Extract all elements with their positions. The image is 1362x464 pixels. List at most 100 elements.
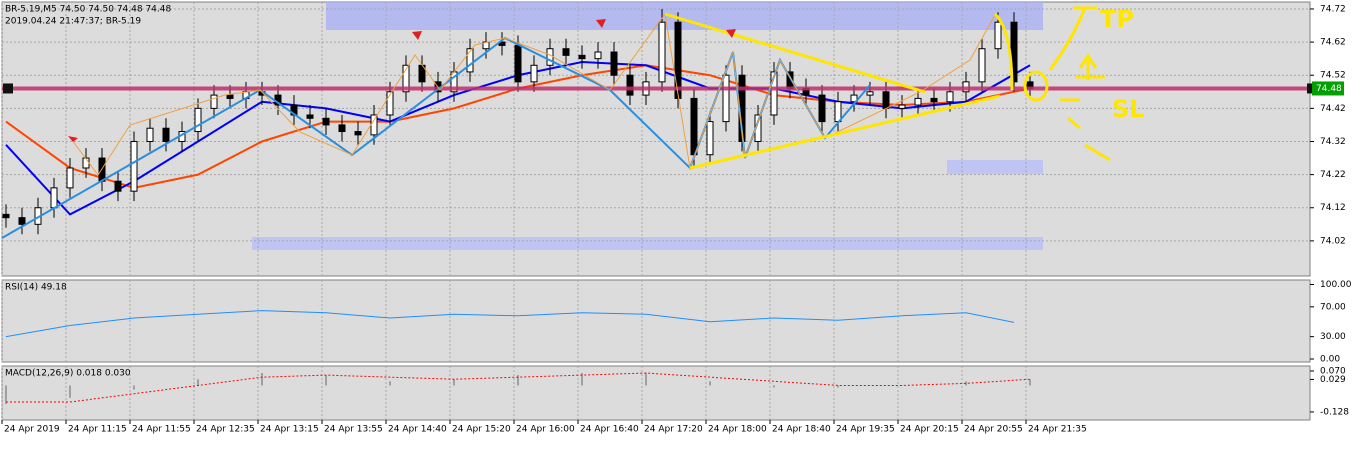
candle-body bbox=[946, 91, 954, 103]
x-tick-label: 24 Apr 2019 bbox=[4, 425, 60, 435]
candle-body bbox=[306, 114, 314, 119]
candle-body bbox=[402, 64, 410, 93]
y-tick-label: 74.32 bbox=[1320, 137, 1346, 147]
y-tick-label: 74.12 bbox=[1320, 203, 1346, 213]
x-tick-label: 24 Apr 21:35 bbox=[1028, 425, 1087, 435]
zone bbox=[947, 160, 1043, 174]
rsi-title: RSI(14) 49.18 bbox=[5, 283, 67, 293]
circle bbox=[1023, 70, 1049, 102]
candle-body bbox=[546, 48, 554, 66]
zone bbox=[326, 2, 1043, 30]
trendline bbox=[689, 94, 1001, 170]
candle-body bbox=[386, 91, 394, 116]
macd-signal bbox=[6, 372, 1031, 403]
macd-bar bbox=[69, 385, 71, 398]
y-tick-label: 100.00 bbox=[1320, 280, 1352, 290]
candle-body bbox=[594, 51, 602, 60]
x-tick-label: 24 Apr 18:00 bbox=[708, 425, 767, 435]
drawings-top: TP SL bbox=[1, 5, 1145, 239]
zone bbox=[252, 237, 1043, 250]
x-tick-label: 24 Apr 17:20 bbox=[644, 425, 703, 435]
candle-body bbox=[818, 94, 826, 123]
stroke bbox=[1048, 6, 1111, 162]
macd-bar bbox=[389, 381, 391, 386]
x-tick-label: 24 Apr 13:55 bbox=[324, 425, 383, 435]
candle-body bbox=[514, 44, 522, 83]
x-tick-label: 24 Apr 16:40 bbox=[580, 425, 639, 435]
candle-body bbox=[882, 91, 890, 109]
x-tick-label: 24 Apr 15:20 bbox=[452, 425, 511, 435]
macd-title: MACD(12,26,9) 0.018 0.030 bbox=[5, 369, 131, 379]
candle-body bbox=[370, 114, 378, 136]
macd-bar bbox=[453, 379, 455, 386]
candle-body bbox=[770, 71, 778, 116]
y-tick-label: 74.72 bbox=[1320, 4, 1346, 14]
macd-bar bbox=[5, 385, 7, 405]
candle-body bbox=[194, 107, 202, 133]
y-tick-label: 30.00 bbox=[1320, 332, 1346, 342]
y-tick-label: 0.029 bbox=[1320, 375, 1346, 385]
candle-body bbox=[562, 48, 570, 56]
y-tick-label: 74.52 bbox=[1320, 71, 1346, 81]
candle-body bbox=[226, 94, 234, 99]
y-tick-label: 0.00 bbox=[1320, 355, 1340, 365]
annotation: SL bbox=[1112, 95, 1145, 123]
macd-bar bbox=[133, 385, 135, 390]
trendline bbox=[664, 12, 926, 94]
candle-body bbox=[866, 91, 874, 96]
candle-body bbox=[146, 127, 154, 142]
candle-body bbox=[690, 97, 698, 156]
macd-bar bbox=[901, 385, 903, 386]
x-tick-label: 24 Apr 11:15 bbox=[68, 425, 127, 435]
candle-body bbox=[626, 74, 634, 96]
y-tick-label: -0.128 bbox=[1320, 407, 1349, 417]
candle-body bbox=[674, 21, 682, 99]
candle-body bbox=[322, 117, 330, 126]
zigzag bbox=[71, 12, 996, 176]
macd-bar bbox=[517, 375, 519, 386]
price-box bbox=[1312, 81, 1344, 96]
x-tick-label: 24 Apr 12:35 bbox=[196, 425, 255, 435]
candle-body bbox=[530, 64, 538, 83]
x-tick-label: 24 Apr 13:15 bbox=[260, 425, 319, 435]
candle-body bbox=[114, 180, 122, 192]
candle-body bbox=[466, 48, 474, 73]
y-tick-label: 74.02 bbox=[1320, 236, 1346, 246]
candle-body bbox=[210, 94, 218, 109]
line-handle bbox=[3, 83, 13, 94]
candle-body bbox=[338, 124, 346, 133]
candle-body bbox=[898, 104, 906, 109]
macd-bar bbox=[325, 375, 327, 386]
candle-body bbox=[834, 101, 842, 123]
candle-body bbox=[50, 187, 58, 209]
macd-bar bbox=[645, 373, 647, 386]
macd-bar bbox=[773, 385, 775, 388]
candle-body bbox=[850, 94, 858, 103]
candle-body bbox=[978, 48, 986, 83]
y-tick-label: 74.62 bbox=[1320, 38, 1346, 48]
stroke bbox=[993, 12, 1014, 91]
candle-body bbox=[722, 74, 730, 123]
candle-body bbox=[130, 140, 138, 192]
macd-bar bbox=[837, 385, 839, 388]
x-tick-label: 24 Apr 19:35 bbox=[836, 425, 895, 435]
x-tick-label: 24 Apr 16:00 bbox=[516, 425, 575, 435]
candle-body bbox=[2, 213, 10, 219]
main-panel bbox=[1, 1, 1311, 277]
x-tick-label: 24 Apr 11:55 bbox=[132, 425, 191, 435]
candle-body bbox=[66, 167, 74, 189]
macd-bar bbox=[1029, 379, 1031, 386]
x-tick-label: 24 Apr 18:40 bbox=[772, 425, 831, 435]
candle-body bbox=[354, 131, 362, 136]
rsi-panel bbox=[1, 279, 1311, 363]
candle-body bbox=[994, 21, 1002, 50]
header: BR-5.19,M5 74.50 74.50 74.48 74.48 bbox=[5, 5, 171, 15]
candle-body bbox=[162, 127, 170, 142]
candle-body bbox=[706, 121, 714, 156]
rsi-line bbox=[5, 310, 1015, 338]
y-tick-label: 74.42 bbox=[1320, 104, 1346, 114]
header: 2019.04.24 21:47:37; BR-5.19 bbox=[5, 17, 141, 27]
macd-panel bbox=[1, 365, 1311, 421]
x-tick-label: 24 Apr 14:40 bbox=[388, 425, 447, 435]
